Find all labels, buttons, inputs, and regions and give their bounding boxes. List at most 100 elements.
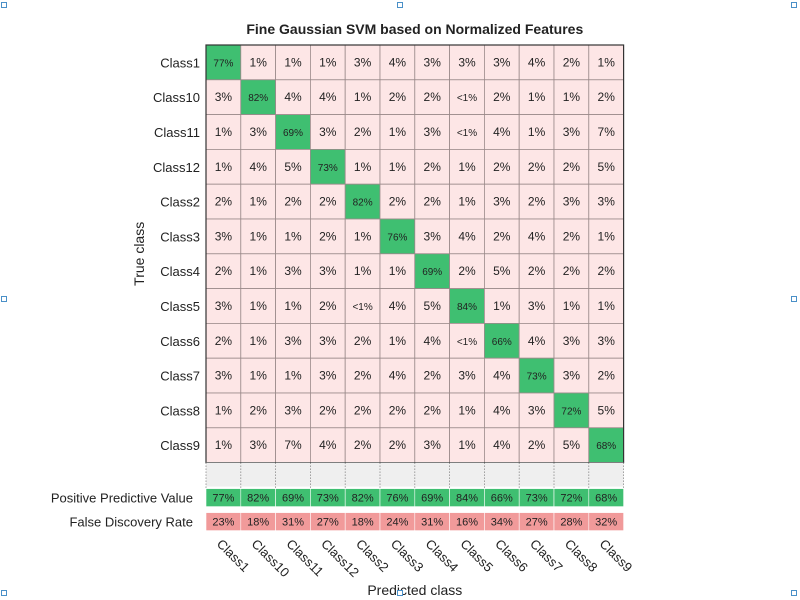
cell-value-label: 1%: [354, 264, 372, 278]
cell-value-label: 3%: [458, 369, 476, 383]
selection-handle[interactable]: [1, 2, 7, 8]
ppv-value-label: 82%: [352, 493, 374, 505]
cell-value-label: 3%: [284, 403, 302, 417]
matrix-cell: [553, 322, 590, 359]
x-tick-label: Class9: [597, 536, 636, 575]
matrix-cell: [588, 44, 624, 81]
cell-value-label: 1%: [215, 438, 233, 452]
cell-value-label: 4%: [250, 160, 268, 174]
cell-value-label: 76%: [387, 232, 407, 243]
cell-value-label: 4%: [493, 403, 511, 417]
cell-value-label: 1%: [250, 195, 268, 209]
cell-value-label: 5%: [424, 299, 442, 313]
matrix-cell: [379, 427, 416, 463]
cell-value-label: 2%: [493, 229, 511, 243]
matrix-cell: [588, 148, 624, 185]
cell-value-label: 2%: [528, 438, 546, 452]
selection-handle[interactable]: [397, 590, 403, 596]
y-tick-label: Class9: [160, 438, 200, 453]
x-axis-label: Predicted class: [367, 582, 462, 598]
cell-value-label: 3%: [250, 438, 268, 452]
cell-value-label: 2%: [319, 299, 337, 313]
cell-value-label: 2%: [389, 403, 407, 417]
cell-value-label: 3%: [563, 195, 581, 209]
matrix-cell: [240, 427, 277, 463]
matrix-cell: [518, 44, 555, 81]
matrix-cell: [518, 427, 555, 463]
cell-value-label: 4%: [528, 334, 546, 348]
matrix-cell: [275, 148, 311, 185]
matrix-cell: [518, 148, 555, 185]
selection-handle[interactable]: [791, 590, 797, 596]
fdr-value-label: 27%: [526, 517, 548, 529]
y-tick-label: Class2: [160, 195, 200, 210]
cell-value-label: 3%: [215, 369, 233, 383]
cell-value-label: 2%: [354, 438, 372, 452]
cell-value-label: 2%: [424, 160, 442, 174]
selection-handle[interactable]: [1, 590, 7, 596]
matrix-cell: [449, 44, 485, 81]
y-tick-label: Class11: [154, 125, 200, 140]
matrix-cell: [344, 288, 381, 324]
cell-value-label: 69%: [283, 128, 303, 139]
selection-handle[interactable]: [791, 296, 797, 302]
cell-value-label: 2%: [563, 264, 581, 278]
cell-value-label: 3%: [598, 195, 616, 209]
cell-value-label: 1%: [284, 229, 302, 243]
matrix-cell: [588, 114, 624, 150]
matrix-cell: [553, 148, 590, 185]
matrix-cell: [309, 218, 346, 255]
matrix-cell: [240, 79, 277, 116]
fdr-value-label: 24%: [386, 517, 408, 529]
matrix-cell: [240, 322, 277, 359]
cell-value-label: 4%: [389, 55, 407, 69]
matrix-cell: [449, 322, 485, 359]
matrix-cell: [483, 392, 520, 429]
matrix-cell: [205, 288, 242, 324]
cell-value-label: 1%: [354, 160, 372, 174]
matrix-cell: [379, 148, 416, 185]
selection-handle[interactable]: [791, 2, 797, 8]
y-tick-label: Class1: [160, 55, 200, 70]
cell-value-label: 3%: [424, 229, 442, 243]
cell-value-label: 2%: [389, 195, 407, 209]
x-tick-label: Class3: [388, 536, 427, 575]
fdr-value-label: 31%: [421, 517, 443, 529]
matrix-cell: [449, 392, 485, 429]
cell-value-label: 3%: [215, 299, 233, 313]
matrix-cell: [379, 218, 416, 255]
x-tick-label: Class12: [318, 536, 362, 580]
matrix-cell: [379, 44, 416, 81]
cell-value-label: 1%: [528, 90, 546, 104]
matrix-cell: [449, 183, 485, 220]
cell-value-label: 2%: [389, 90, 407, 104]
cell-value-label: 2%: [215, 264, 233, 278]
selection-handle[interactable]: [1, 296, 7, 302]
cell-value-label: 3%: [319, 264, 337, 278]
matrix-cell: [588, 288, 624, 324]
cell-value-label: 3%: [319, 369, 337, 383]
cell-value-label: 1%: [319, 55, 337, 69]
cell-value-label: <1%: [457, 93, 477, 104]
ppv-value-label: 73%: [526, 493, 548, 505]
cell-value-label: <1%: [457, 128, 477, 139]
selection-handle[interactable]: [397, 2, 403, 8]
fdr-value-label: 28%: [560, 517, 582, 529]
x-tick-label: Class8: [562, 536, 601, 575]
x-tick-label: Class5: [457, 536, 496, 575]
cell-value-label: 68%: [596, 441, 616, 452]
cell-value-label: 4%: [319, 90, 337, 104]
y-tick-label: Class8: [160, 403, 200, 418]
matrix-cell: [309, 253, 346, 290]
cell-value-label: 4%: [389, 369, 407, 383]
matrix-cell: [414, 114, 450, 150]
cell-value-label: 3%: [598, 334, 616, 348]
y-tick-label: Class3: [160, 229, 200, 244]
ppv-value-label: 73%: [317, 493, 339, 505]
ppv-row-label: Positive Predictive Value: [51, 491, 193, 506]
cell-value-label: 4%: [284, 90, 302, 104]
cell-value-label: 4%: [424, 334, 442, 348]
cell-value-label: 2%: [598, 264, 616, 278]
matrix-cell: [344, 114, 381, 150]
matrix-cell: [379, 79, 416, 116]
